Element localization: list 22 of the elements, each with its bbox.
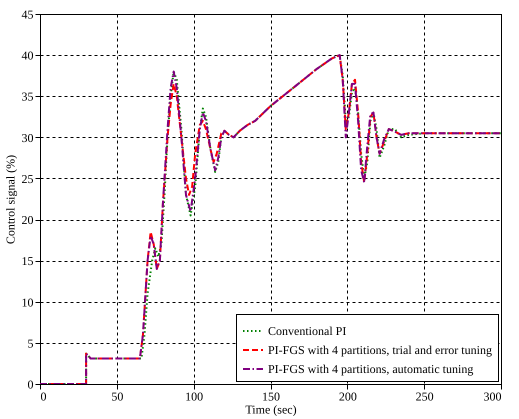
y-tick-label: 10 [22, 295, 34, 310]
x-axis-title: Time (sec) [245, 402, 297, 416]
y-tick-label: 30 [22, 130, 34, 145]
y-tick-label: 20 [22, 213, 34, 228]
y-axis-title: Control signal (%) [4, 154, 18, 244]
legend-label: PI-FGS with 4 partitions, trial and error tuning [268, 343, 492, 357]
x-tick-label: 100 [185, 390, 204, 404]
y-tick-label: 5 [28, 336, 34, 350]
x-tick-label: 250 [416, 390, 434, 404]
y-tick-label: 0 [28, 378, 34, 392]
legend-label: Conventional PI [268, 324, 346, 338]
x-tick-label: 150 [262, 390, 280, 404]
y-tick-label: 25 [22, 172, 34, 186]
x-tick-label: 50 [111, 390, 124, 404]
x-tick-label: 200 [338, 390, 357, 404]
legend-label: PI-FGS with 4 partitions, automatic tuning [268, 362, 474, 376]
y-tick-label: 40 [22, 48, 34, 63]
x-tick-label: 300 [484, 390, 502, 404]
y-tick-label: 35 [22, 90, 34, 104]
y-tick-label: 45 [22, 8, 34, 22]
x-tick-label: 0 [40, 390, 46, 404]
y-tick-label: 15 [22, 254, 34, 268]
